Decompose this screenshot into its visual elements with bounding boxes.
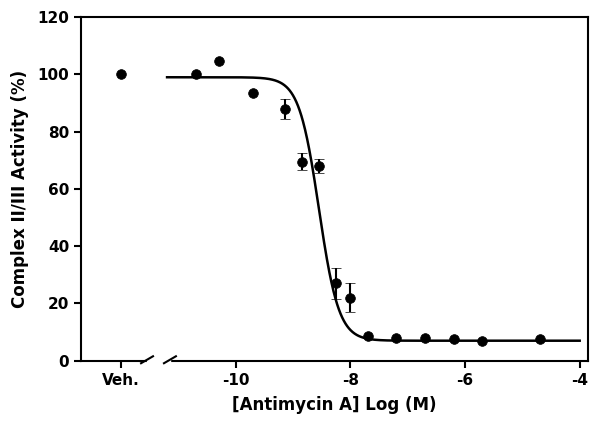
- X-axis label: [Antimycin A] Log (M): [Antimycin A] Log (M): [232, 396, 437, 414]
- Bar: [147, 359, 170, 367]
- Y-axis label: Complex II/III Activity (%): Complex II/III Activity (%): [11, 70, 29, 308]
